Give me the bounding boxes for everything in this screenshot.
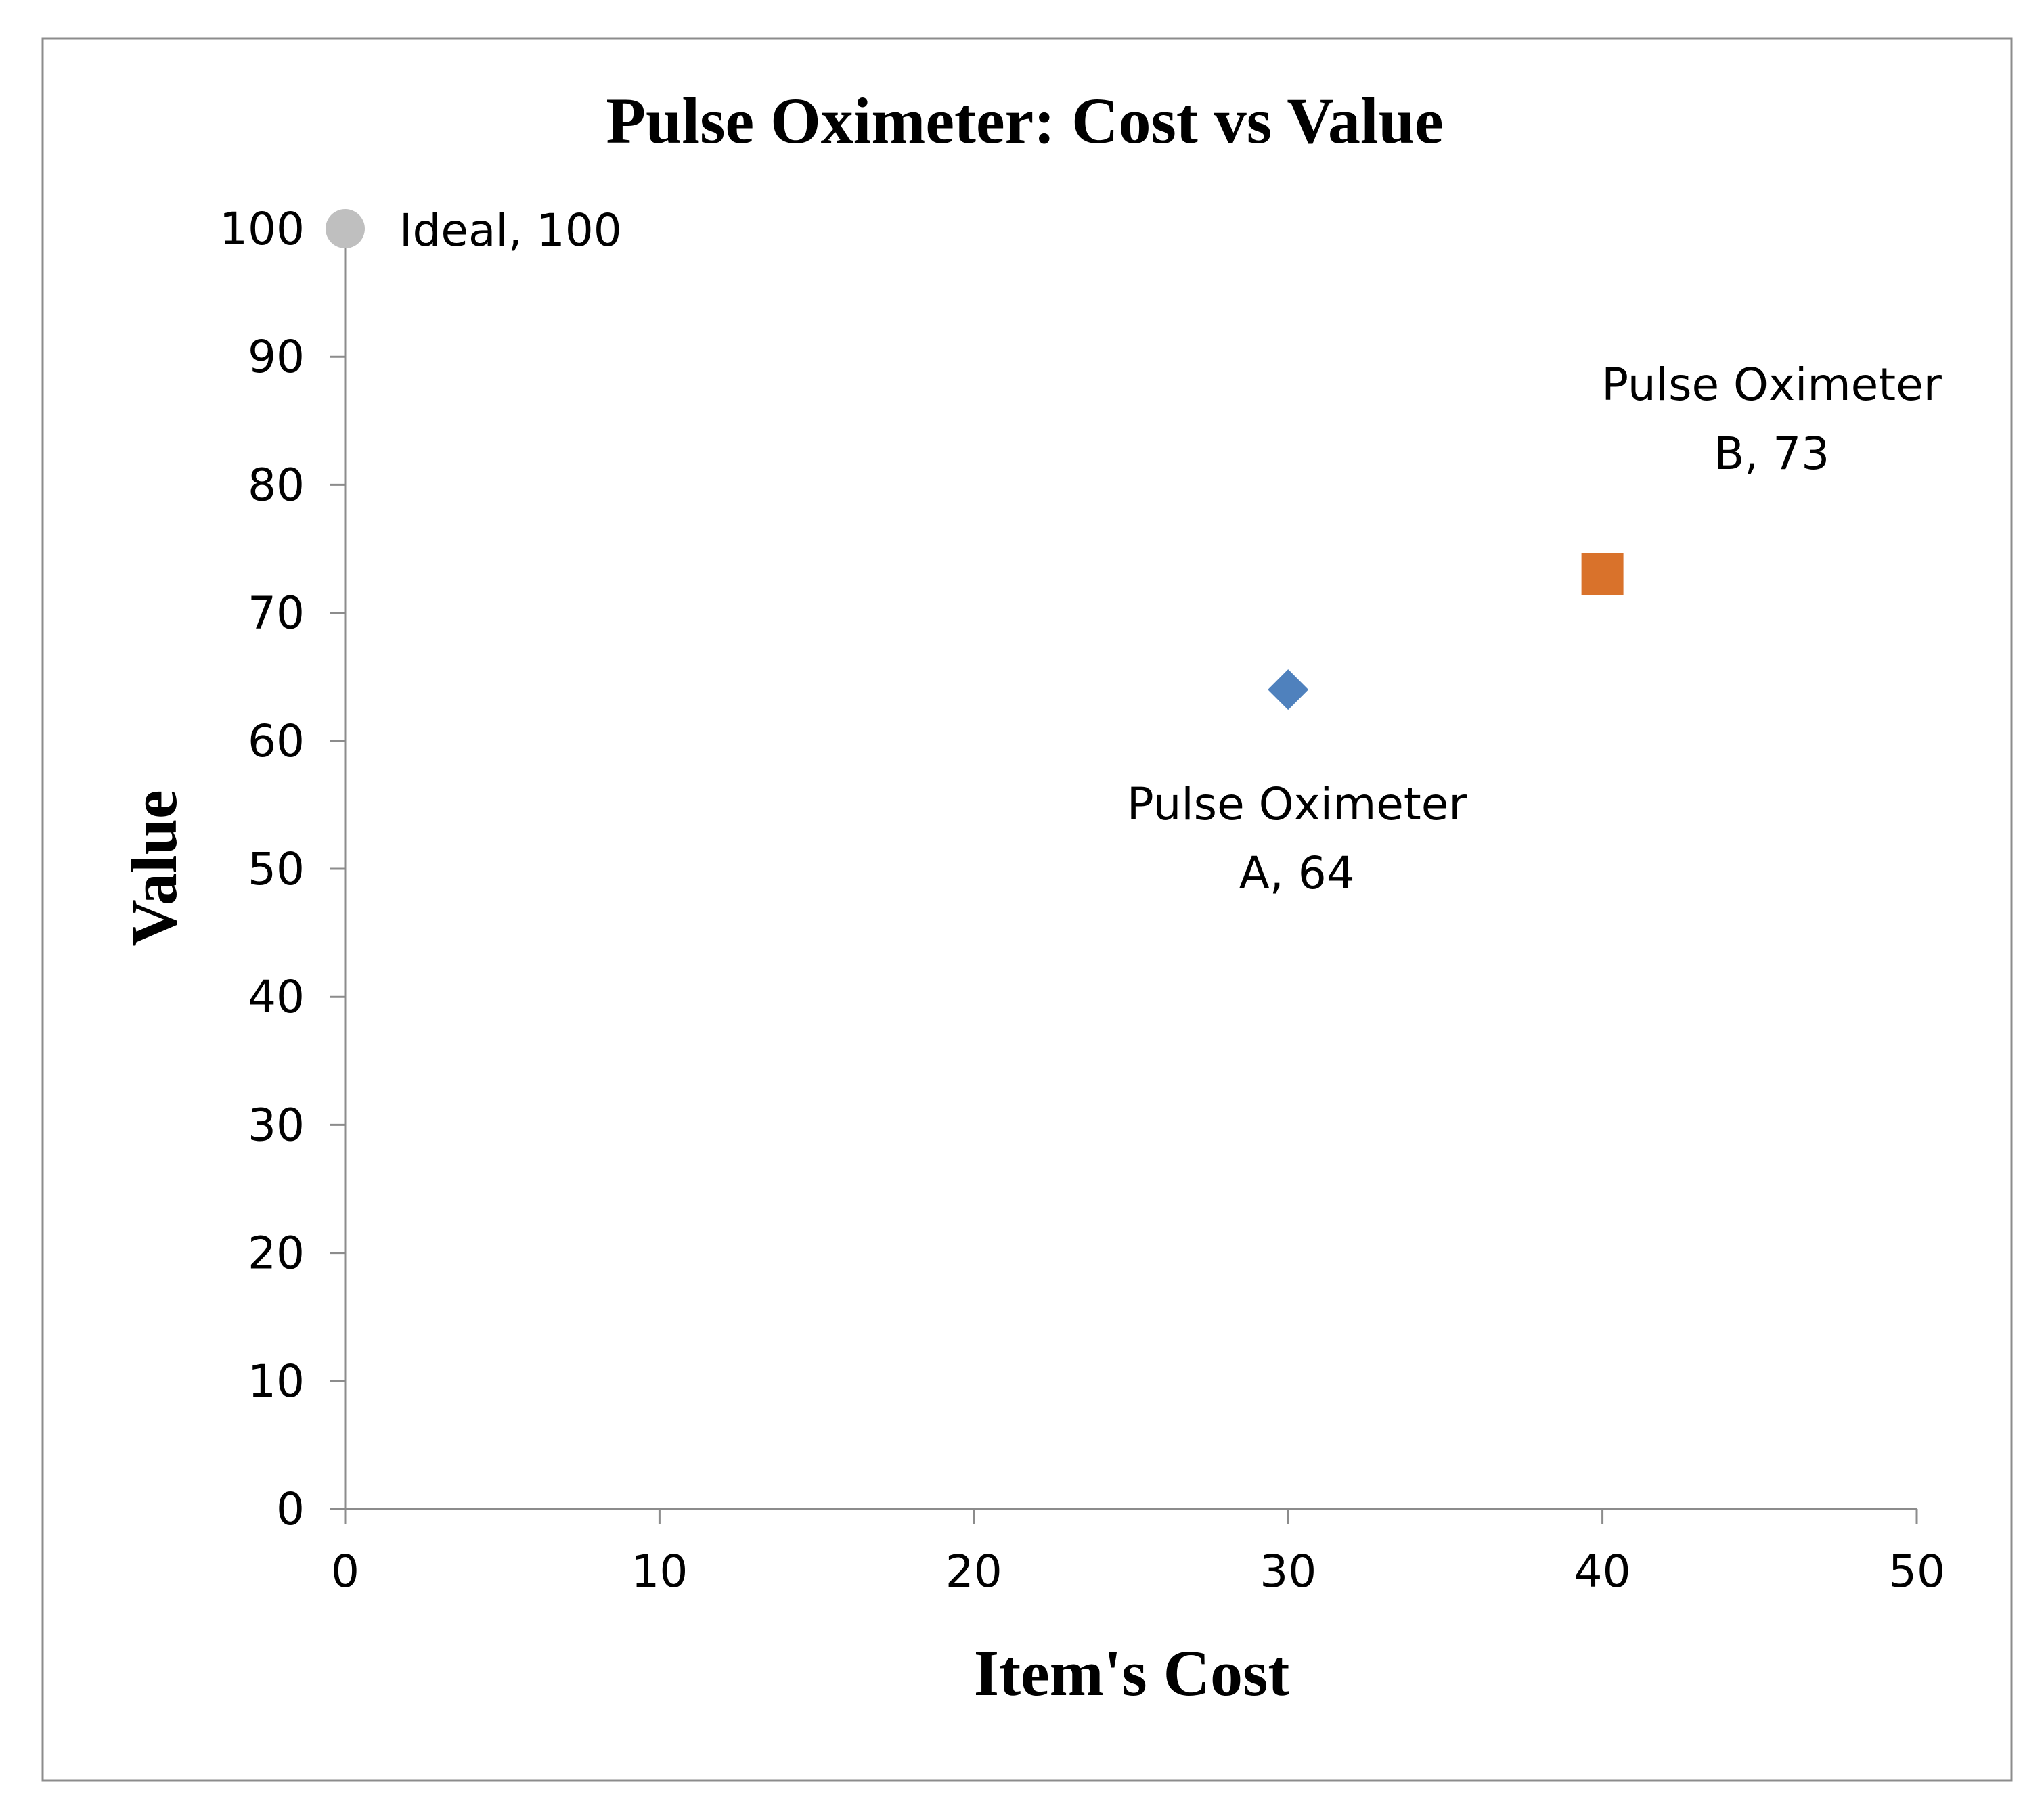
data-label-line: Pulse Oximeter	[1127, 778, 1468, 830]
data-label-line: B, 73	[1714, 428, 1829, 480]
y-tick-label: 20	[248, 1227, 305, 1280]
x-tick-label: 10	[631, 1545, 688, 1598]
ideal-point	[326, 209, 365, 248]
pulse-oximeter-b-data-label: Pulse Oximeter B, 73	[1601, 359, 1942, 480]
ideal-data-label: Ideal, 100	[399, 204, 622, 256]
data-points	[326, 209, 1624, 710]
y-axis-ticks: 0 10 20 30 40 50 60 70 80 90 100	[219, 203, 345, 1535]
y-tick-label: 10	[248, 1355, 305, 1407]
data-label-line: A, 64	[1239, 847, 1355, 899]
chart-title: Pulse Oximeter: Cost vs Value	[606, 85, 1443, 157]
pulse-oximeter-b-point	[1581, 553, 1624, 595]
chart-frame	[41, 37, 2013, 1782]
pulse-oximeter-a-data-label: Pulse Oximeter A, 64	[1127, 778, 1468, 899]
y-tick-label: 80	[248, 459, 305, 511]
y-tick-label: 40	[248, 971, 305, 1023]
y-tick-label: 60	[248, 715, 305, 767]
x-tick-label: 50	[1888, 1545, 1945, 1598]
x-tick-label: 40	[1574, 1545, 1631, 1598]
x-axis-ticks: 0 10 20 30 40 50	[331, 1509, 1945, 1598]
data-label-line: Pulse Oximeter	[1601, 359, 1942, 411]
y-axis-title: Value	[118, 790, 190, 946]
x-tick-label: 0	[331, 1545, 359, 1598]
y-tick-label: 30	[248, 1099, 305, 1151]
x-tick-label: 30	[1260, 1545, 1316, 1598]
y-tick-label: 0	[276, 1483, 305, 1535]
y-tick-label: 90	[248, 331, 305, 383]
y-tick-label: 100	[219, 203, 305, 255]
y-tick-label: 50	[248, 843, 305, 895]
pulse-oximeter-a-point	[1268, 669, 1309, 710]
data-label-line: Ideal, 100	[399, 204, 622, 256]
x-axis-title: Item's Cost	[974, 1637, 1290, 1709]
y-tick-label: 70	[248, 587, 305, 639]
x-tick-label: 20	[946, 1545, 1002, 1598]
